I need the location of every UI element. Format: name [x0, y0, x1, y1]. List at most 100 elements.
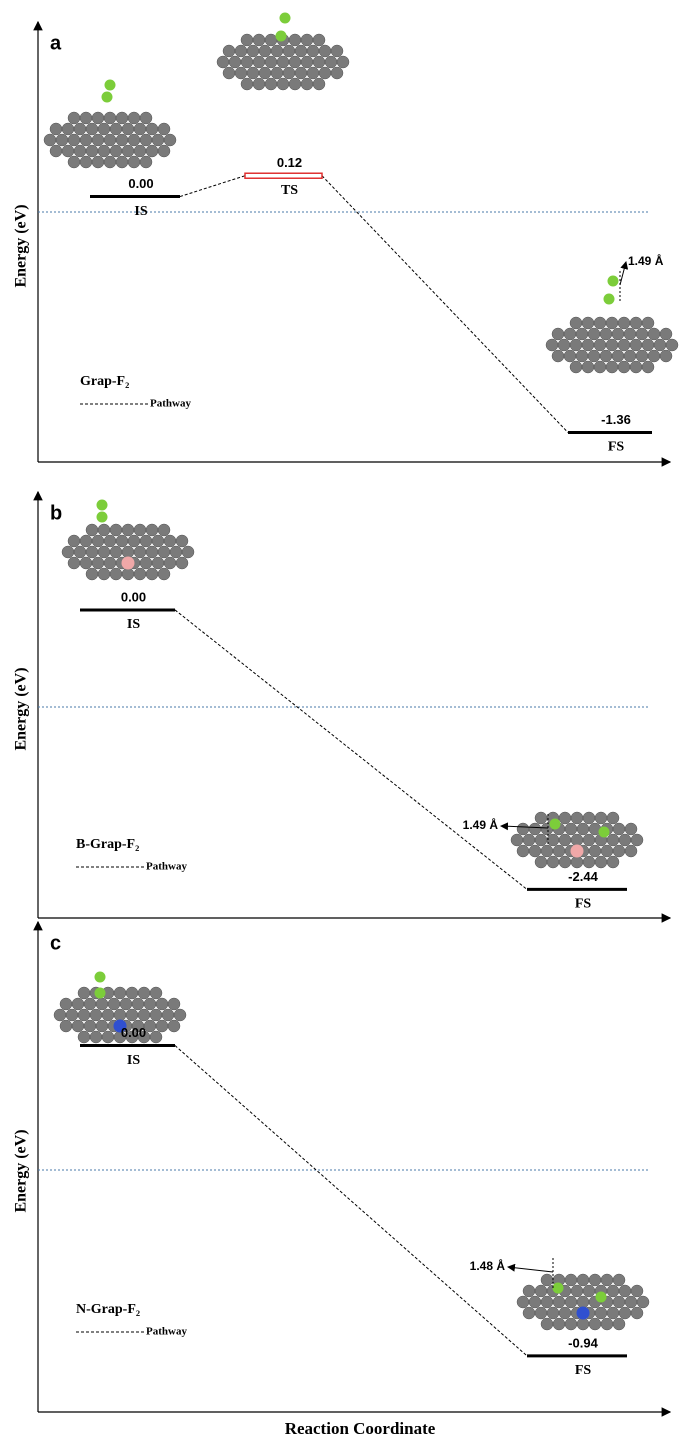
carbon-atom [523, 1285, 535, 1297]
carbon-atom [325, 56, 337, 68]
carbon-atom [50, 123, 62, 135]
carbon-atom [116, 156, 128, 168]
carbon-atom [295, 67, 307, 79]
state-label: FS [575, 1363, 592, 1378]
carbon-atom [618, 339, 630, 351]
carbon-atom [116, 112, 128, 124]
y-axis-label: Energy (eV) [13, 204, 30, 287]
carbon-atom [595, 1307, 607, 1319]
carbon-atom [122, 546, 134, 558]
carbon-atom [571, 812, 583, 824]
molecule [517, 1274, 649, 1330]
carbon-atom [217, 56, 229, 68]
carbon-atom [559, 1307, 571, 1319]
carbon-atom [589, 845, 601, 857]
carbon-atom [132, 998, 144, 1010]
carbon-atom [319, 45, 331, 57]
carbon-atom [648, 328, 660, 340]
carbon-atom [92, 112, 104, 124]
carbon-atom [535, 812, 547, 824]
carbon-atom [295, 45, 307, 57]
carbon-atom [583, 856, 595, 868]
carbon-atom [176, 557, 188, 569]
carbon-atom [90, 1031, 102, 1043]
carbon-atom [84, 1020, 96, 1032]
value-label: 0.00 [121, 1025, 146, 1040]
carbon-atom [631, 834, 643, 846]
carbon-atom [588, 328, 600, 340]
carbon-atom [140, 112, 152, 124]
legend-entry: Pathway [150, 398, 191, 410]
carbon-atom [559, 856, 571, 868]
carbon-atom [229, 56, 241, 68]
carbon-atom [134, 546, 146, 558]
carbon-atom [158, 123, 170, 135]
carbon-atom [78, 1009, 90, 1021]
carbon-atom [541, 1274, 553, 1286]
molecule [511, 812, 643, 868]
carbon-atom [642, 361, 654, 373]
carbon-atom [140, 557, 152, 569]
carbon-atom [625, 845, 637, 857]
carbon-atom [241, 56, 253, 68]
state-label: IS [127, 1053, 140, 1068]
carbon-atom [56, 134, 68, 146]
carbon-atom [565, 1296, 577, 1308]
fluorine-atom [102, 92, 113, 103]
carbon-atom [152, 557, 164, 569]
dopant-atom [571, 845, 584, 858]
carbon-atom [144, 998, 156, 1010]
carbon-atom [570, 339, 582, 351]
dopant-atom [122, 557, 135, 570]
fluorine-atom [280, 13, 291, 24]
carbon-atom [182, 546, 194, 558]
carbon-atom [583, 834, 595, 846]
carbon-atom [241, 78, 253, 90]
carbon-atom [92, 535, 104, 547]
carbon-atom [552, 328, 564, 340]
state-label: IS [134, 204, 147, 219]
carbon-atom [625, 823, 637, 835]
carbon-atom [223, 67, 235, 79]
carbon-atom [80, 112, 92, 124]
carbon-atom [307, 45, 319, 57]
bond-annotation: 1.49 Å [463, 817, 499, 832]
carbon-atom [565, 1274, 577, 1286]
carbon-atom [612, 350, 624, 362]
carbon-atom [553, 1296, 565, 1308]
carbon-atom [529, 1296, 541, 1308]
carbon-atom [146, 524, 158, 536]
y-axis-label: Energy (eV) [13, 667, 30, 750]
carbon-atom [104, 156, 116, 168]
carbon-atom [523, 1307, 535, 1319]
carbon-atom [265, 34, 277, 46]
legend-title: N-Grap-F₂ [76, 1302, 140, 1317]
carbon-atom [301, 34, 313, 46]
carbon-atom [654, 339, 666, 351]
carbon-atom [158, 568, 170, 580]
carbon-atom [289, 78, 301, 90]
carbon-atom [570, 361, 582, 373]
carbon-atom [74, 123, 86, 135]
carbon-atom [253, 78, 265, 90]
carbon-atom [289, 34, 301, 46]
carbon-atom [110, 145, 122, 157]
state-label: FS [608, 440, 625, 455]
carbon-atom [588, 350, 600, 362]
molecule [44, 80, 176, 169]
carbon-atom [174, 1009, 186, 1021]
carbon-atom [156, 998, 168, 1010]
carbon-atom [223, 45, 235, 57]
carbon-atom [625, 1296, 637, 1308]
carbon-atom [68, 535, 80, 547]
carbon-atom [86, 524, 98, 536]
panel-label: b [50, 502, 62, 524]
carbon-atom [313, 56, 325, 68]
carbon-atom [606, 339, 618, 351]
carbon-atom [116, 134, 128, 146]
carbon-atom [601, 1274, 613, 1286]
carbon-atom [164, 557, 176, 569]
carbon-atom [607, 834, 619, 846]
carbon-atom [122, 568, 134, 580]
carbon-atom [235, 67, 247, 79]
